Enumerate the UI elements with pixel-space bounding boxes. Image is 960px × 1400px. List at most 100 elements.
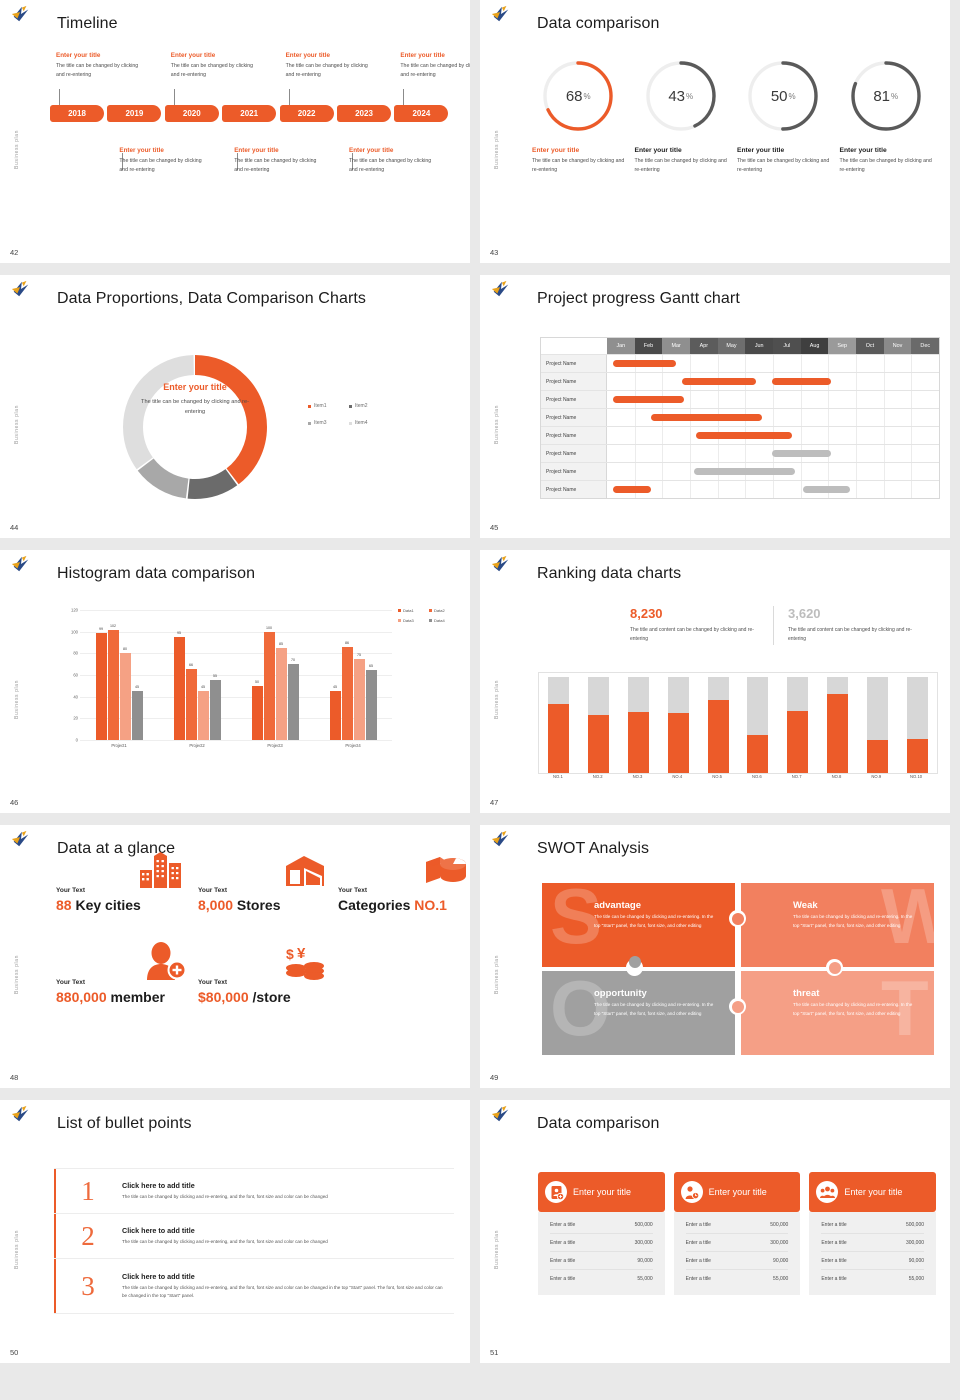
swot-quadrant[interactable]: T threat The title can be changed by cli…: [741, 971, 934, 1055]
timeline-year[interactable]: 2018: [50, 105, 104, 122]
gantt-gridline: [662, 427, 664, 444]
histogram-bar[interactable]: 100: [263, 626, 275, 740]
histogram-group: 50 100 85 70: [236, 610, 314, 740]
bird-star-logo: [11, 280, 29, 297]
gantt-bar[interactable]: [681, 378, 757, 385]
swot-quadrant[interactable]: O opportunity The title can be changed b…: [542, 971, 735, 1055]
ranking-column: [698, 673, 738, 773]
ranking-bar[interactable]: [747, 677, 769, 773]
histogram-bar[interactable]: 86: [341, 641, 353, 740]
ranking-bar[interactable]: [588, 677, 610, 773]
bullet-heading: Click here to add title: [122, 1271, 195, 1281]
gantt-track: [607, 445, 939, 462]
card-title: Enter your title: [844, 1187, 903, 1197]
gantt-bar[interactable]: [651, 414, 762, 421]
timeline-year[interactable]: 2023: [337, 105, 391, 122]
stat-label: Your Text: [56, 887, 86, 894]
ranking-bar[interactable]: [548, 677, 570, 773]
donut-gauge: 43%: [643, 58, 719, 134]
histogram-bar[interactable]: 66: [185, 663, 197, 740]
slide-rail: Business plan: [0, 1100, 40, 1363]
bird-star-logo: [11, 555, 29, 572]
legend-label: Item2: [355, 403, 368, 409]
slide-title: Data at a glance: [57, 840, 176, 857]
card-header[interactable]: Enter your title: [673, 1172, 801, 1212]
bar-fill: [866, 740, 888, 773]
gantt-bar[interactable]: [695, 432, 793, 439]
kpi-block: 8,230 The title and content can be chang…: [630, 606, 773, 645]
bullet-row[interactable]: 3 Click here to add title The title can …: [54, 1259, 454, 1314]
gantt-bar[interactable]: [612, 486, 652, 493]
gridline: [80, 718, 392, 720]
legend-item: Item3: [308, 420, 349, 426]
ranking-bar[interactable]: [826, 677, 848, 773]
card-header[interactable]: Enter your title: [809, 1172, 937, 1212]
histogram-bar[interactable]: 70: [287, 658, 299, 740]
stat-value: $80,000: [198, 989, 249, 1005]
ranking-bar[interactable]: [707, 677, 729, 773]
gantt-gridline: [717, 445, 719, 462]
bar-fill: [707, 700, 729, 773]
donut-slice: [123, 355, 267, 499]
histogram-bar[interactable]: 80: [119, 647, 131, 740]
gantt-row: Project Name: [541, 408, 939, 426]
legend-label: Data2: [434, 608, 445, 613]
ranking-bar[interactable]: [627, 677, 649, 773]
histogram-bar[interactable]: 45: [329, 685, 341, 740]
gantt-gridline: [800, 409, 802, 426]
histogram-bar[interactable]: 85: [275, 642, 287, 740]
slide-title: Data comparison: [537, 15, 660, 32]
card-header[interactable]: Enter your title: [538, 1172, 665, 1212]
ranking-bar[interactable]: [906, 677, 928, 773]
gantt-bar[interactable]: [803, 486, 851, 493]
gridline: [80, 740, 392, 741]
timeline-year[interactable]: 2019: [107, 105, 162, 122]
gantt-bar[interactable]: [771, 450, 832, 457]
table-row: Enter a title 500,000: [821, 1216, 925, 1234]
ranking-bar[interactable]: [866, 677, 888, 773]
swot-letter: T: [881, 971, 929, 1052]
gantt-gridline: [745, 481, 747, 498]
gantt-month-header: Aug: [800, 338, 829, 354]
ranking-bar[interactable]: [787, 677, 809, 773]
timeline-year[interactable]: 2021: [222, 105, 277, 122]
donut-center-body: The title can be changed by clicking and…: [141, 399, 249, 416]
histogram-bar[interactable]: 102: [107, 624, 119, 740]
gantt-bar[interactable]: [694, 468, 796, 475]
x-tick: NO.2: [592, 774, 603, 779]
gantt-corner: [541, 338, 607, 354]
gantt-bar[interactable]: [612, 396, 685, 403]
store-icon: [282, 854, 328, 893]
histogram-bar[interactable]: 45: [131, 685, 143, 740]
donut-gauge: 81%: [848, 58, 924, 134]
histogram-bar[interactable]: 95: [173, 631, 185, 740]
gantt-track: [607, 409, 939, 426]
histogram-bar[interactable]: 45: [197, 685, 209, 740]
gantt-gridline: [911, 481, 913, 498]
bullet-row[interactable]: 2 Click here to add title The title can …: [54, 1214, 454, 1259]
histogram-bar[interactable]: 75: [353, 653, 365, 740]
histogram-bar[interactable]: 99: [95, 627, 107, 740]
histogram-bar[interactable]: 65: [365, 664, 377, 740]
timeline-year[interactable]: 2022: [279, 105, 334, 122]
gantt-bar[interactable]: [771, 378, 832, 385]
row-value: 500,000: [634, 1222, 653, 1228]
swot-quadrant[interactable]: S advantage The title can be changed by …: [542, 883, 735, 967]
timeline-year[interactable]: 2020: [164, 105, 219, 122]
y-tick: 40: [73, 694, 78, 700]
row-label: Enter a title: [550, 1222, 576, 1228]
gantt-bar[interactable]: [612, 360, 677, 367]
gantt-gridline: [856, 463, 857, 480]
ranking-bar[interactable]: [667, 677, 689, 773]
stat-card: $ ¥ Your Text $80,000 /store: [198, 945, 328, 1005]
histogram-bar[interactable]: 55: [209, 674, 221, 740]
histogram-bar[interactable]: 50: [251, 680, 263, 740]
bullet-accent-bar: [54, 1169, 56, 1213]
gantt-gridline: [883, 409, 885, 426]
swot-quadrant[interactable]: W Weak The title can be changed by click…: [741, 883, 934, 967]
bullet-row[interactable]: 1 Click here to add title The title can …: [54, 1168, 454, 1214]
timeline-year[interactable]: 2024: [394, 105, 449, 122]
bar-value-label: 85: [279, 641, 283, 646]
kpi-block: 3,620 The title and content can be chang…: [773, 606, 931, 645]
bullet-list: 1 Click here to add title The title can …: [54, 1168, 454, 1314]
